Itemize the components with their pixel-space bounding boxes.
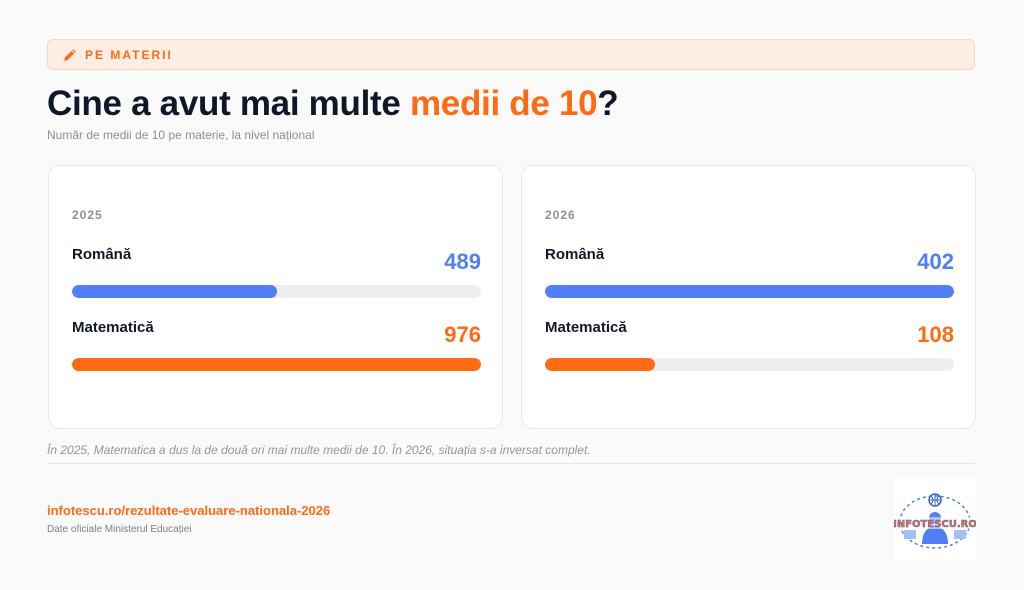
logo-text: INFOTESCU.RO <box>894 519 976 530</box>
bar-row-romana-2025: Română 489 <box>72 246 481 298</box>
chart-title-2026: 2026 <box>545 208 576 222</box>
bar-matematica-2026 <box>545 358 655 371</box>
infotescu-logo: INFOTESCU.RO <box>894 478 976 560</box>
source-link[interactable]: infotescu.ro/rezultate-evaluare-national… <box>47 503 331 518</box>
bar-romana-2026 <box>545 285 954 298</box>
pencil-icon <box>64 48 76 61</box>
title-accent: medii de 10 <box>409 84 598 123</box>
bar-row-romana-2026: Română 402 <box>545 246 954 298</box>
bar-track <box>545 285 954 298</box>
chart-card-2025: 2025 Română 489 Matematică 976 <box>48 165 503 429</box>
data-label: 976 <box>444 322 481 347</box>
bar-matematica-2025 <box>72 358 481 371</box>
footnote: În 2025, Matematica a dus la de două ori… <box>47 443 591 457</box>
data-label: 108 <box>917 322 954 347</box>
title-end: ? <box>597 84 619 123</box>
bar-row-matematica-2026: Matematică 108 <box>545 319 954 371</box>
source-note: Date oficiale Ministerul Educației <box>47 524 192 535</box>
category-label: Matematică <box>72 319 154 336</box>
bar-track <box>72 358 481 371</box>
bar-romana-2025 <box>72 285 277 298</box>
category-label: Română <box>545 246 605 263</box>
section-tag: PE MATERII <box>47 39 975 70</box>
data-label: 402 <box>917 249 954 274</box>
bar-row-matematica-2025: Matematică 976 <box>72 319 481 371</box>
section-tag-label: PE MATERII <box>85 47 173 62</box>
page-title: Cine a avut mai multe medii de 10? <box>47 84 619 124</box>
page-subtitle: Număr de medii de 10 pe materie, la nive… <box>47 128 315 142</box>
category-label: Matematică <box>545 319 627 336</box>
chart-title-2025: 2025 <box>72 208 103 222</box>
title-text: Cine a avut mai multe <box>47 84 410 123</box>
bar-track <box>545 358 954 371</box>
chart-card-2026: 2026 Română 402 Matematică 108 <box>521 165 976 429</box>
divider <box>47 463 975 464</box>
bar-track <box>72 285 481 298</box>
data-label: 489 <box>444 249 481 274</box>
category-label: Română <box>72 246 132 263</box>
